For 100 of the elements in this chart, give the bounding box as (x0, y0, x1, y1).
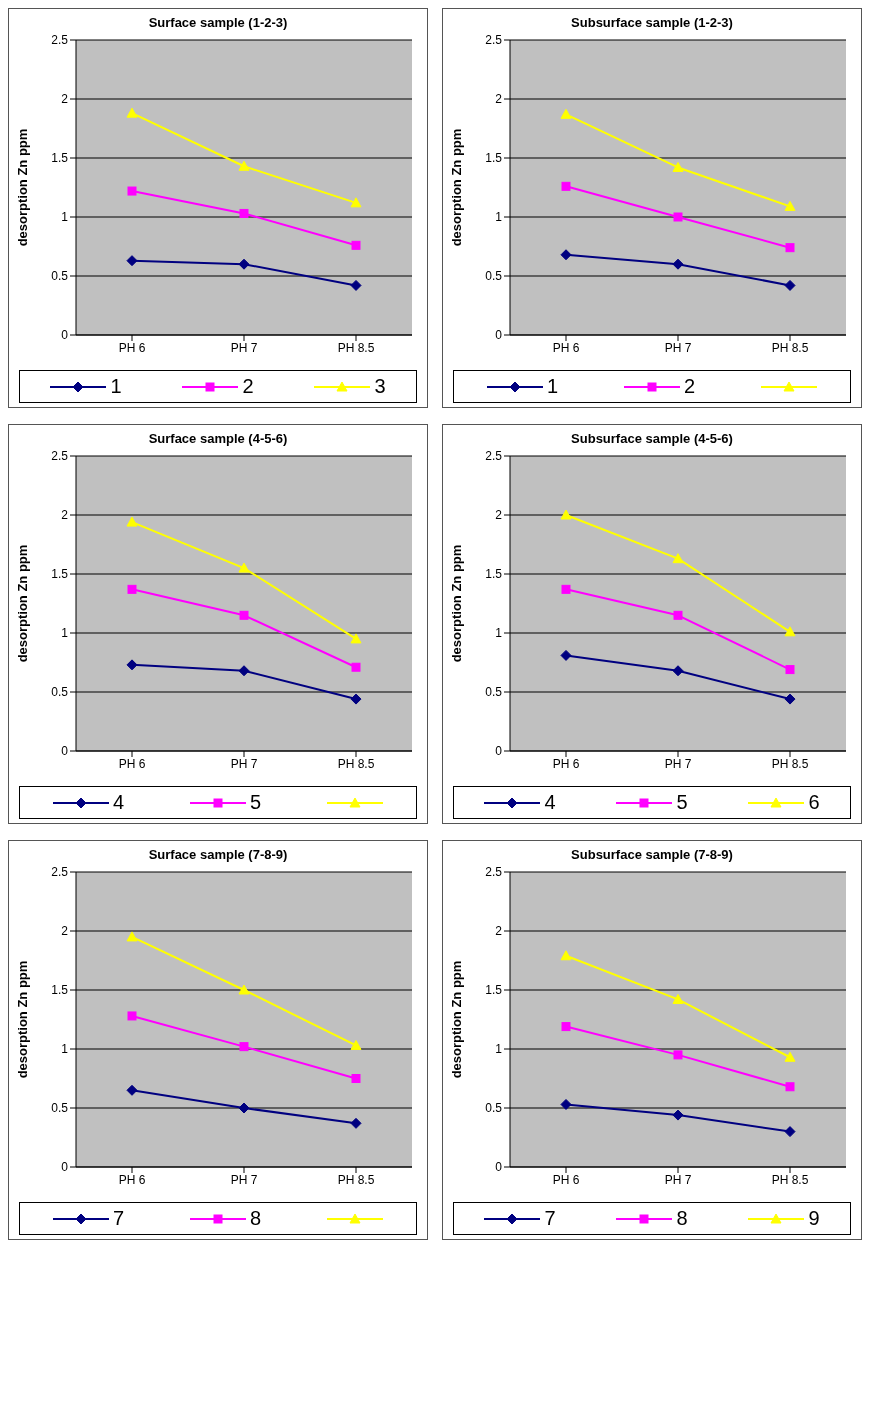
x-tick-label: PH 6 (118, 756, 146, 771)
legend-label: 5 (676, 791, 688, 814)
point (350, 197, 362, 208)
point (126, 659, 138, 671)
y-tick-label: 1.5 (485, 151, 503, 166)
point (127, 1011, 137, 1021)
point (239, 1042, 249, 1052)
point (350, 1039, 362, 1050)
point (351, 1074, 361, 1083)
y-tick-label: 2.5 (485, 865, 503, 880)
point (784, 200, 796, 211)
point (560, 649, 572, 661)
y-tick-label: 1.5 (51, 567, 69, 582)
point (126, 255, 138, 267)
point (350, 1117, 362, 1129)
x-tick-label: PH 8.5 (337, 756, 375, 771)
legend-label: 8 (249, 1207, 262, 1230)
x-tick-label: PH 6 (552, 340, 580, 355)
point (126, 1084, 138, 1096)
y-axis-title: desorption Zn ppm (448, 128, 464, 247)
x-tick-label: PH 8.5 (337, 1172, 375, 1187)
x-tick-label: PH 6 (552, 1172, 580, 1187)
y-tick-label: 1 (61, 210, 69, 225)
legend-label: 8 (676, 1207, 688, 1230)
point (238, 258, 250, 270)
legend-label: 7 (112, 1207, 125, 1230)
point (784, 1051, 796, 1062)
y-axis-title: desorption Zn ppm (448, 960, 464, 1079)
chart-title: Surface sample (7-8-9) (147, 847, 289, 862)
y-tick-label: 0 (61, 328, 69, 343)
y-tick-label: 0.5 (485, 1101, 503, 1116)
point (785, 1082, 795, 1092)
legend-label: 2 (683, 375, 696, 398)
y-tick-label: 0.5 (51, 685, 69, 700)
point (127, 584, 137, 594)
point (672, 258, 684, 270)
y-tick-label: 1 (495, 1042, 503, 1057)
point (672, 665, 684, 677)
point (238, 160, 250, 171)
y-tick-label: 2 (495, 924, 503, 939)
x-tick-label: PH 8.5 (771, 1172, 809, 1187)
point (561, 584, 571, 594)
y-tick-label: 1.5 (485, 983, 503, 998)
chart-title: Surface sample (1-2-3) (147, 15, 289, 30)
point (560, 249, 572, 261)
point (672, 161, 684, 172)
point (672, 553, 684, 564)
legend-label: 4 (112, 791, 125, 814)
x-tick-label: PH 8.5 (771, 756, 809, 771)
point (784, 1126, 796, 1138)
point (126, 931, 138, 942)
x-tick-label: PH 6 (552, 756, 580, 771)
point (560, 950, 572, 961)
point (238, 984, 250, 995)
point (238, 1102, 250, 1114)
y-axis-title: desorption Zn ppm (448, 544, 464, 663)
y-tick-label: 0 (61, 1160, 69, 1175)
x-tick-label: PH 6 (118, 1172, 146, 1187)
point (350, 633, 362, 644)
y-tick-label: 0.5 (485, 269, 503, 284)
point (561, 1022, 571, 1032)
y-tick-label: 2 (495, 92, 503, 107)
point (784, 279, 796, 291)
y-tick-label: 2.5 (51, 865, 69, 880)
legend-label: 4 (544, 791, 556, 814)
legend-label: 6 (808, 791, 820, 814)
point (673, 1050, 683, 1060)
point (126, 107, 138, 118)
point (673, 212, 683, 222)
y-tick-label: 2 (61, 508, 69, 523)
point (673, 610, 683, 620)
point (350, 693, 362, 705)
y-axis-title: desorption Zn ppm (14, 544, 30, 663)
y-tick-label: 1.5 (485, 567, 503, 582)
chart-title: Subsurface sample (4-5-6) (570, 431, 734, 446)
point (238, 665, 250, 677)
point (785, 243, 795, 253)
x-tick-label: PH 7 (664, 1172, 692, 1187)
x-tick-label: PH 8.5 (337, 340, 375, 355)
point (127, 186, 137, 196)
point (560, 1098, 572, 1110)
y-tick-label: 0.5 (485, 685, 503, 700)
y-tick-label: 1 (61, 626, 69, 641)
legend-label: 2 (242, 375, 254, 398)
legend-label: 5 (249, 791, 262, 814)
y-tick-label: 2.5 (51, 33, 69, 48)
legend-label: 7 (544, 1207, 556, 1230)
y-tick-label: 2.5 (51, 449, 69, 464)
legend-label: 3 (374, 375, 386, 398)
legend-label: 1 (546, 375, 559, 398)
point (560, 509, 572, 520)
point (784, 626, 796, 637)
y-tick-label: 2 (61, 924, 69, 939)
x-tick-label: PH 6 (118, 340, 146, 355)
y-tick-label: 1.5 (51, 983, 69, 998)
point (351, 240, 361, 250)
point (784, 693, 796, 705)
point (672, 1109, 684, 1121)
y-tick-label: 2 (61, 92, 69, 107)
x-tick-label: PH 7 (664, 340, 692, 355)
